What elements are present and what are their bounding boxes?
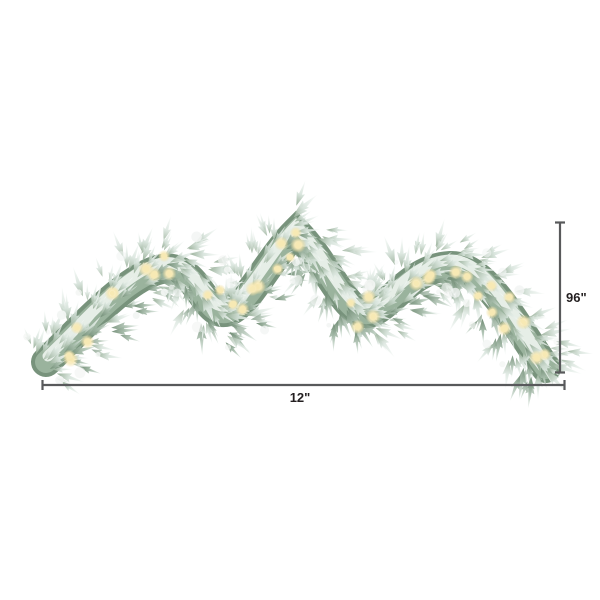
garland-needles bbox=[21, 178, 595, 409]
width-dimension-label: 12" bbox=[289, 390, 311, 405]
width-dimension-line bbox=[41, 380, 566, 390]
height-dimension-label: 96" bbox=[566, 289, 587, 305]
height-dimension-line bbox=[555, 221, 565, 374]
garland-graphic bbox=[21, 178, 595, 409]
dimension-annotations bbox=[41, 221, 566, 390]
garland-lights bbox=[62, 226, 552, 368]
